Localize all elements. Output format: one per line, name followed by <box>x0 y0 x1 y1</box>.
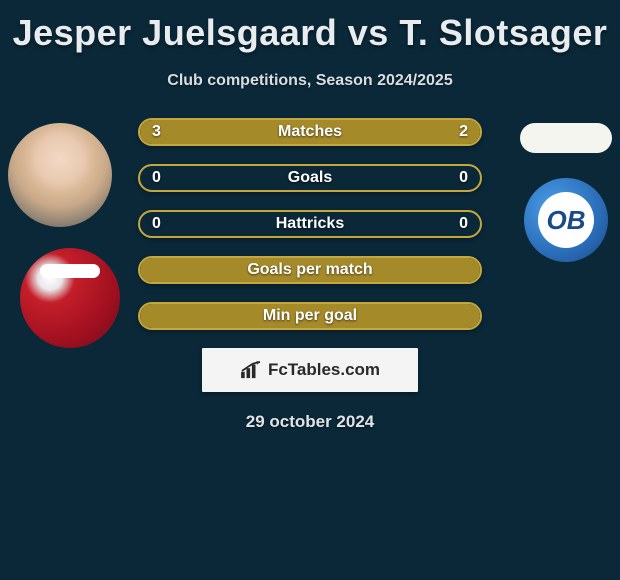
stat-bar: Min per goal <box>138 302 482 330</box>
stat-value-right: 0 <box>459 169 468 187</box>
stat-bar: 0 0 Goals <box>138 164 482 192</box>
branding-box: FcTables.com <box>202 348 418 392</box>
stat-value-left: 3 <box>152 123 161 141</box>
stat-bar: Goals per match <box>138 256 482 284</box>
stat-bar: 0 0 Hattricks <box>138 210 482 238</box>
stat-value-left: 0 <box>152 169 161 187</box>
player-left-photo <box>8 123 112 227</box>
player-right-photo <box>520 123 612 153</box>
stat-value-right: 2 <box>459 123 468 141</box>
stat-label: Goals <box>288 169 332 187</box>
subtitle: Club competitions, Season 2024/2025 <box>0 72 620 90</box>
stat-label: Min per goal <box>263 307 357 325</box>
stat-bars: 3 2 Matches 0 0 Goals 0 0 Hattricks Goals per mat… <box>138 118 482 330</box>
stats-panel: OB 3 2 Matches 0 0 Goals 0 0 Hattricks Goals per … <box>0 118 620 432</box>
stat-label: Goals per match <box>247 261 372 279</box>
stat-label: Matches <box>278 123 342 141</box>
stat-label: Hattricks <box>276 215 344 233</box>
club-left-badge <box>20 248 120 348</box>
club-right-badge: OB <box>524 178 608 262</box>
branding-text: FcTables.com <box>268 360 380 380</box>
stat-bar: 3 2 Matches <box>138 118 482 146</box>
chart-icon <box>240 361 262 379</box>
stat-value-right: 0 <box>459 215 468 233</box>
page-title: Jesper Juelsgaard vs T. Slotsager <box>0 0 620 54</box>
club-right-initials: OB <box>538 192 594 248</box>
date-label: 29 october 2024 <box>0 412 620 432</box>
stat-value-left: 0 <box>152 215 161 233</box>
